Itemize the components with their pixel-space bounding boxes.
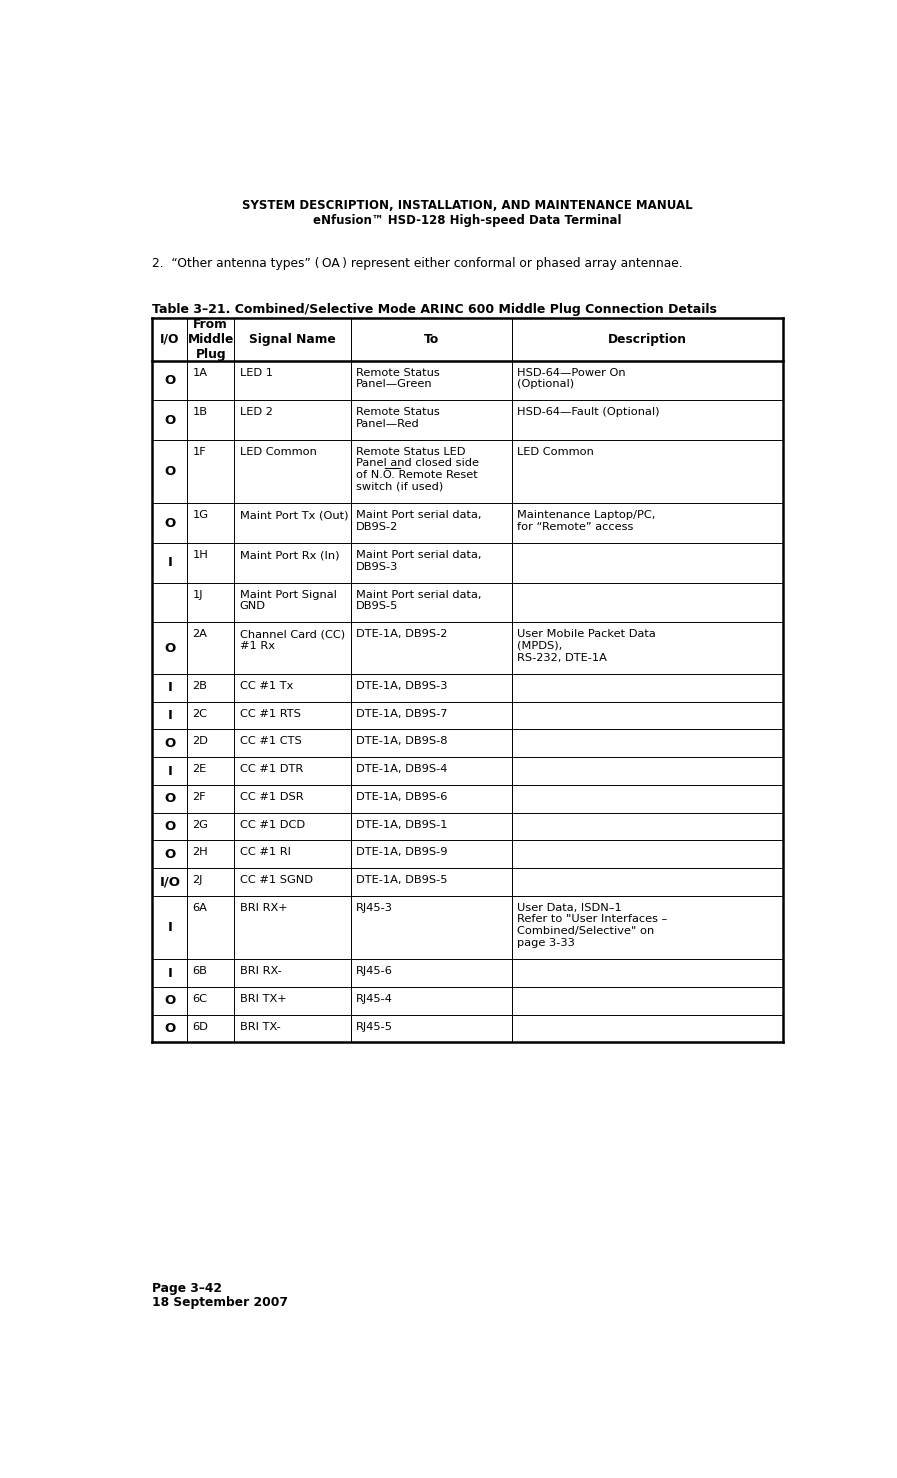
Text: From
Middle
Plug: From Middle Plug [187, 318, 234, 361]
Text: I/O: I/O [160, 875, 180, 888]
Text: Maintenance Laptop/PC,
for “Remote” access: Maintenance Laptop/PC, for “Remote” acce… [517, 510, 656, 532]
Text: 2B: 2B [193, 681, 207, 690]
Text: DTE-1A, DB9S-1: DTE-1A, DB9S-1 [356, 819, 448, 829]
Text: O: O [164, 738, 176, 749]
Text: RJ45-4: RJ45-4 [356, 993, 393, 1004]
Text: Maint Port Rx (In): Maint Port Rx (In) [239, 550, 339, 560]
Text: Maint Port serial data,
DB9S-3: Maint Port serial data, DB9S-3 [356, 550, 482, 572]
Text: RJ45-3: RJ45-3 [356, 903, 393, 913]
Text: I: I [168, 556, 172, 569]
Text: BRI TX-: BRI TX- [239, 1021, 281, 1032]
Text: 18 September 2007: 18 September 2007 [152, 1296, 289, 1310]
Text: User Data, ISDN–1
Refer to "User Interfaces –
Combined/Selective" on
page 3-33: User Data, ISDN–1 Refer to "User Interfa… [517, 903, 667, 947]
Text: LED 2: LED 2 [239, 408, 273, 417]
Text: 6B: 6B [193, 967, 207, 977]
Text: RJ45-6: RJ45-6 [356, 967, 393, 977]
Text: LED Common: LED Common [517, 446, 594, 457]
Text: SYSTEM DESCRIPTION, INSTALLATION, AND MAINTENANCE MANUAL: SYSTEM DESCRIPTION, INSTALLATION, AND MA… [242, 200, 692, 211]
Text: BRI RX+: BRI RX+ [239, 903, 287, 913]
Text: DTE-1A, DB9S-8: DTE-1A, DB9S-8 [356, 736, 448, 746]
Text: 1F: 1F [193, 446, 206, 457]
Text: O: O [164, 641, 176, 655]
Text: DTE-1A, DB9S-2: DTE-1A, DB9S-2 [356, 630, 448, 640]
Text: LED Common: LED Common [239, 446, 317, 457]
Text: BRI TX+: BRI TX+ [239, 993, 286, 1004]
Text: DTE-1A, DB9S-7: DTE-1A, DB9S-7 [356, 708, 448, 718]
Text: 2E: 2E [193, 764, 206, 774]
Text: CC #1 SGND: CC #1 SGND [239, 875, 313, 885]
Text: 1H: 1H [193, 550, 208, 560]
Text: CC #1 CTS: CC #1 CTS [239, 736, 301, 746]
Text: O: O [164, 466, 176, 479]
Text: DTE-1A, DB9S-9: DTE-1A, DB9S-9 [356, 847, 448, 857]
Text: 6A: 6A [193, 903, 207, 913]
Text: Remote Status
Panel—Green: Remote Status Panel—Green [356, 368, 440, 389]
Text: DTE-1A, DB9S-4: DTE-1A, DB9S-4 [356, 764, 448, 774]
Text: O: O [164, 995, 176, 1008]
Text: Maint Port serial data,
DB9S-5: Maint Port serial data, DB9S-5 [356, 590, 482, 612]
Text: DTE-1A, DB9S-6: DTE-1A, DB9S-6 [356, 792, 448, 803]
Text: O: O [164, 820, 176, 834]
Text: Signal Name: Signal Name [249, 333, 336, 346]
Text: Maint Port Tx (Out): Maint Port Tx (Out) [239, 510, 348, 520]
Text: 2J: 2J [193, 875, 203, 885]
Text: 1B: 1B [193, 408, 207, 417]
Text: Channel Card (CC)
#1 Rx: Channel Card (CC) #1 Rx [239, 630, 344, 650]
Text: O: O [164, 374, 176, 387]
Text: CC #1 RI: CC #1 RI [239, 847, 291, 857]
Text: HSD-64—Fault (Optional): HSD-64—Fault (Optional) [517, 408, 659, 417]
Text: O: O [164, 517, 176, 529]
Text: 2D: 2D [193, 736, 208, 746]
Text: 2C: 2C [193, 708, 207, 718]
Text: 6C: 6C [193, 993, 207, 1004]
Text: Description: Description [607, 333, 686, 346]
Text: O: O [164, 848, 176, 860]
Text: I: I [168, 709, 172, 723]
Text: 2.  “Other antenna types” ( OA ) represent either conformal or phased array ante: 2. “Other antenna types” ( OA ) represen… [152, 257, 683, 269]
Text: Maint Port Signal
GND: Maint Port Signal GND [239, 590, 336, 612]
Text: CC #1 DCD: CC #1 DCD [239, 819, 305, 829]
Text: O: O [164, 414, 176, 427]
Text: 2F: 2F [193, 792, 206, 803]
Text: I: I [168, 967, 172, 980]
Text: eNfusion™ HSD-128 High-speed Data Terminal: eNfusion™ HSD-128 High-speed Data Termin… [313, 214, 622, 228]
Text: BRI RX-: BRI RX- [239, 967, 282, 977]
Text: DTE-1A, DB9S-5: DTE-1A, DB9S-5 [356, 875, 448, 885]
Text: O: O [164, 792, 176, 806]
Text: CC #1 RTS: CC #1 RTS [239, 708, 300, 718]
Text: LED 1: LED 1 [239, 368, 273, 377]
Text: 6D: 6D [193, 1021, 208, 1032]
Text: I: I [168, 681, 172, 695]
Text: User Mobile Packet Data
(MPDS),
RS-232, DTE-1A: User Mobile Packet Data (MPDS), RS-232, … [517, 630, 656, 662]
Text: DTE-1A, DB9S-3: DTE-1A, DB9S-3 [356, 681, 448, 690]
Text: Remote Status LED
Panel and closed side
of N.O. Remote Reset
switch (if used): Remote Status LED Panel and closed side … [356, 446, 479, 492]
Text: Page 3–42: Page 3–42 [152, 1281, 222, 1295]
Text: Maint Port serial data,
DB9S-2: Maint Port serial data, DB9S-2 [356, 510, 482, 532]
Text: Remote Status
Panel—Red: Remote Status Panel—Red [356, 408, 440, 429]
Text: 2A: 2A [193, 630, 207, 640]
Text: CC #1 DTR: CC #1 DTR [239, 764, 303, 774]
Text: 1A: 1A [193, 368, 207, 377]
Text: 1G: 1G [193, 510, 208, 520]
Text: I/O: I/O [160, 333, 179, 346]
Text: HSD-64—Power On
(Optional): HSD-64—Power On (Optional) [517, 368, 625, 389]
Text: RJ45-5: RJ45-5 [356, 1021, 393, 1032]
Text: 2H: 2H [193, 847, 208, 857]
Text: CC #1 Tx: CC #1 Tx [239, 681, 293, 690]
Text: I: I [168, 921, 172, 934]
Text: O: O [164, 1023, 176, 1035]
Text: I: I [168, 764, 172, 777]
Text: To: To [423, 333, 439, 346]
Text: 2G: 2G [193, 819, 208, 829]
Text: Table 3–21. Combined/Selective Mode ARINC 600 Middle Plug Connection Details: Table 3–21. Combined/Selective Mode ARIN… [152, 303, 718, 316]
Text: CC #1 DSR: CC #1 DSR [239, 792, 303, 803]
Text: 1J: 1J [193, 590, 203, 600]
